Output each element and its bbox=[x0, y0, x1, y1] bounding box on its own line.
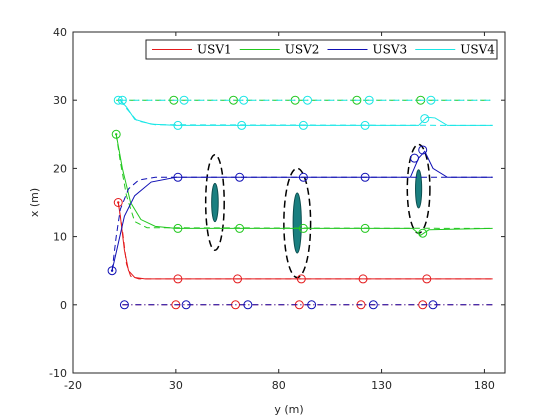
axes: -20 30 80 130 180 -10 0 10 20 30 40 y (m) x (m) bbox=[28, 26, 506, 416]
usv1-position-marker bbox=[358, 274, 368, 284]
usv3-position-marker bbox=[307, 300, 317, 310]
y-tick-label: 0 bbox=[60, 299, 67, 312]
usv2-start-point bbox=[115, 133, 118, 136]
legend-box bbox=[145, 39, 498, 60]
usv4-position-marker bbox=[117, 95, 127, 105]
usv3-position-marker bbox=[235, 172, 245, 182]
usv1-position-marker bbox=[233, 274, 243, 284]
usv4-position-marker bbox=[360, 120, 370, 130]
usv4-position-marker bbox=[239, 95, 249, 105]
usv4-position-marker bbox=[420, 114, 430, 124]
usv2-position-marker bbox=[111, 129, 121, 139]
usv2-position-marker bbox=[298, 223, 308, 233]
usv3-position-marker bbox=[181, 300, 191, 310]
legend-label-usv3: USV3 bbox=[373, 43, 408, 57]
usv4-position-marker bbox=[179, 95, 189, 105]
usv4-position-marker bbox=[113, 95, 123, 105]
usv3-trajectory bbox=[111, 150, 493, 271]
usv2-trajectory bbox=[115, 134, 493, 236]
obstacle-safety-boundary-1 bbox=[204, 154, 225, 251]
usv3-start-point bbox=[110, 269, 114, 272]
y-axis-title: x (m) bbox=[28, 188, 41, 217]
usv4-position-marker bbox=[237, 120, 247, 130]
usv4-start-point bbox=[119, 99, 122, 102]
usv3-position-marker bbox=[409, 153, 419, 163]
y-tick-label: 20 bbox=[53, 162, 67, 175]
x-tick-label: 80 bbox=[272, 379, 286, 392]
x-tick-label: 130 bbox=[371, 379, 392, 392]
usv2-position-marker bbox=[352, 95, 362, 105]
usv3-position-marker bbox=[428, 300, 438, 310]
usv1-start-point bbox=[117, 201, 120, 204]
usv3-position-marker bbox=[298, 172, 308, 182]
usv1-position-marker bbox=[296, 274, 306, 284]
y-tick-label: 30 bbox=[53, 94, 67, 107]
usv4-position-marker bbox=[426, 95, 436, 105]
usv3-position-marker bbox=[360, 172, 370, 182]
x-axis-title: y (m) bbox=[274, 403, 303, 416]
usv2-position-marker bbox=[235, 223, 245, 233]
usv3-position-marker bbox=[418, 145, 428, 155]
x-tick-label: -20 bbox=[64, 379, 82, 392]
axes-box bbox=[72, 31, 506, 374]
y-tick-label: -10 bbox=[49, 367, 67, 380]
usv3-position-marker bbox=[119, 300, 129, 310]
usv4-trajectory bbox=[119, 99, 493, 126]
usv2-position-marker bbox=[360, 223, 370, 233]
usv1-position-marker bbox=[422, 274, 432, 284]
usv4-position-marker bbox=[298, 120, 308, 130]
usv3-position-marker bbox=[368, 300, 378, 310]
usv1-position-marker bbox=[113, 198, 123, 207]
legend-label-usv2: USV2 bbox=[285, 43, 320, 57]
y-tick-label: 40 bbox=[53, 26, 67, 39]
y-tick-label: 10 bbox=[53, 231, 67, 244]
plot-area bbox=[107, 95, 493, 310]
usv4-position-marker bbox=[173, 120, 183, 130]
usv1-trajectory bbox=[117, 202, 493, 280]
legend: USV1 USV2 USV3 USV4 bbox=[145, 39, 498, 60]
obstacle-2 bbox=[292, 192, 302, 254]
usv3-position-marker bbox=[173, 172, 183, 182]
usv4-position-marker bbox=[364, 95, 374, 105]
usv1-position-marker bbox=[173, 274, 183, 284]
x-tick-label: 180 bbox=[474, 379, 495, 392]
usv2-reference-path bbox=[115, 134, 493, 229]
usv2-position-marker bbox=[418, 228, 428, 238]
usv2-position-marker bbox=[173, 223, 183, 233]
usv3-position-marker bbox=[243, 300, 253, 310]
usv3-position-marker bbox=[107, 266, 117, 276]
usv4-position-marker bbox=[303, 95, 313, 105]
obstacle-1 bbox=[211, 182, 219, 223]
legend-label-usv4: USV4 bbox=[460, 43, 495, 57]
x-tick-label: 30 bbox=[169, 379, 183, 392]
usv3-reference-path bbox=[111, 176, 493, 271]
obstacle-3 bbox=[415, 169, 423, 209]
legend-label-usv1: USV1 bbox=[197, 43, 232, 57]
